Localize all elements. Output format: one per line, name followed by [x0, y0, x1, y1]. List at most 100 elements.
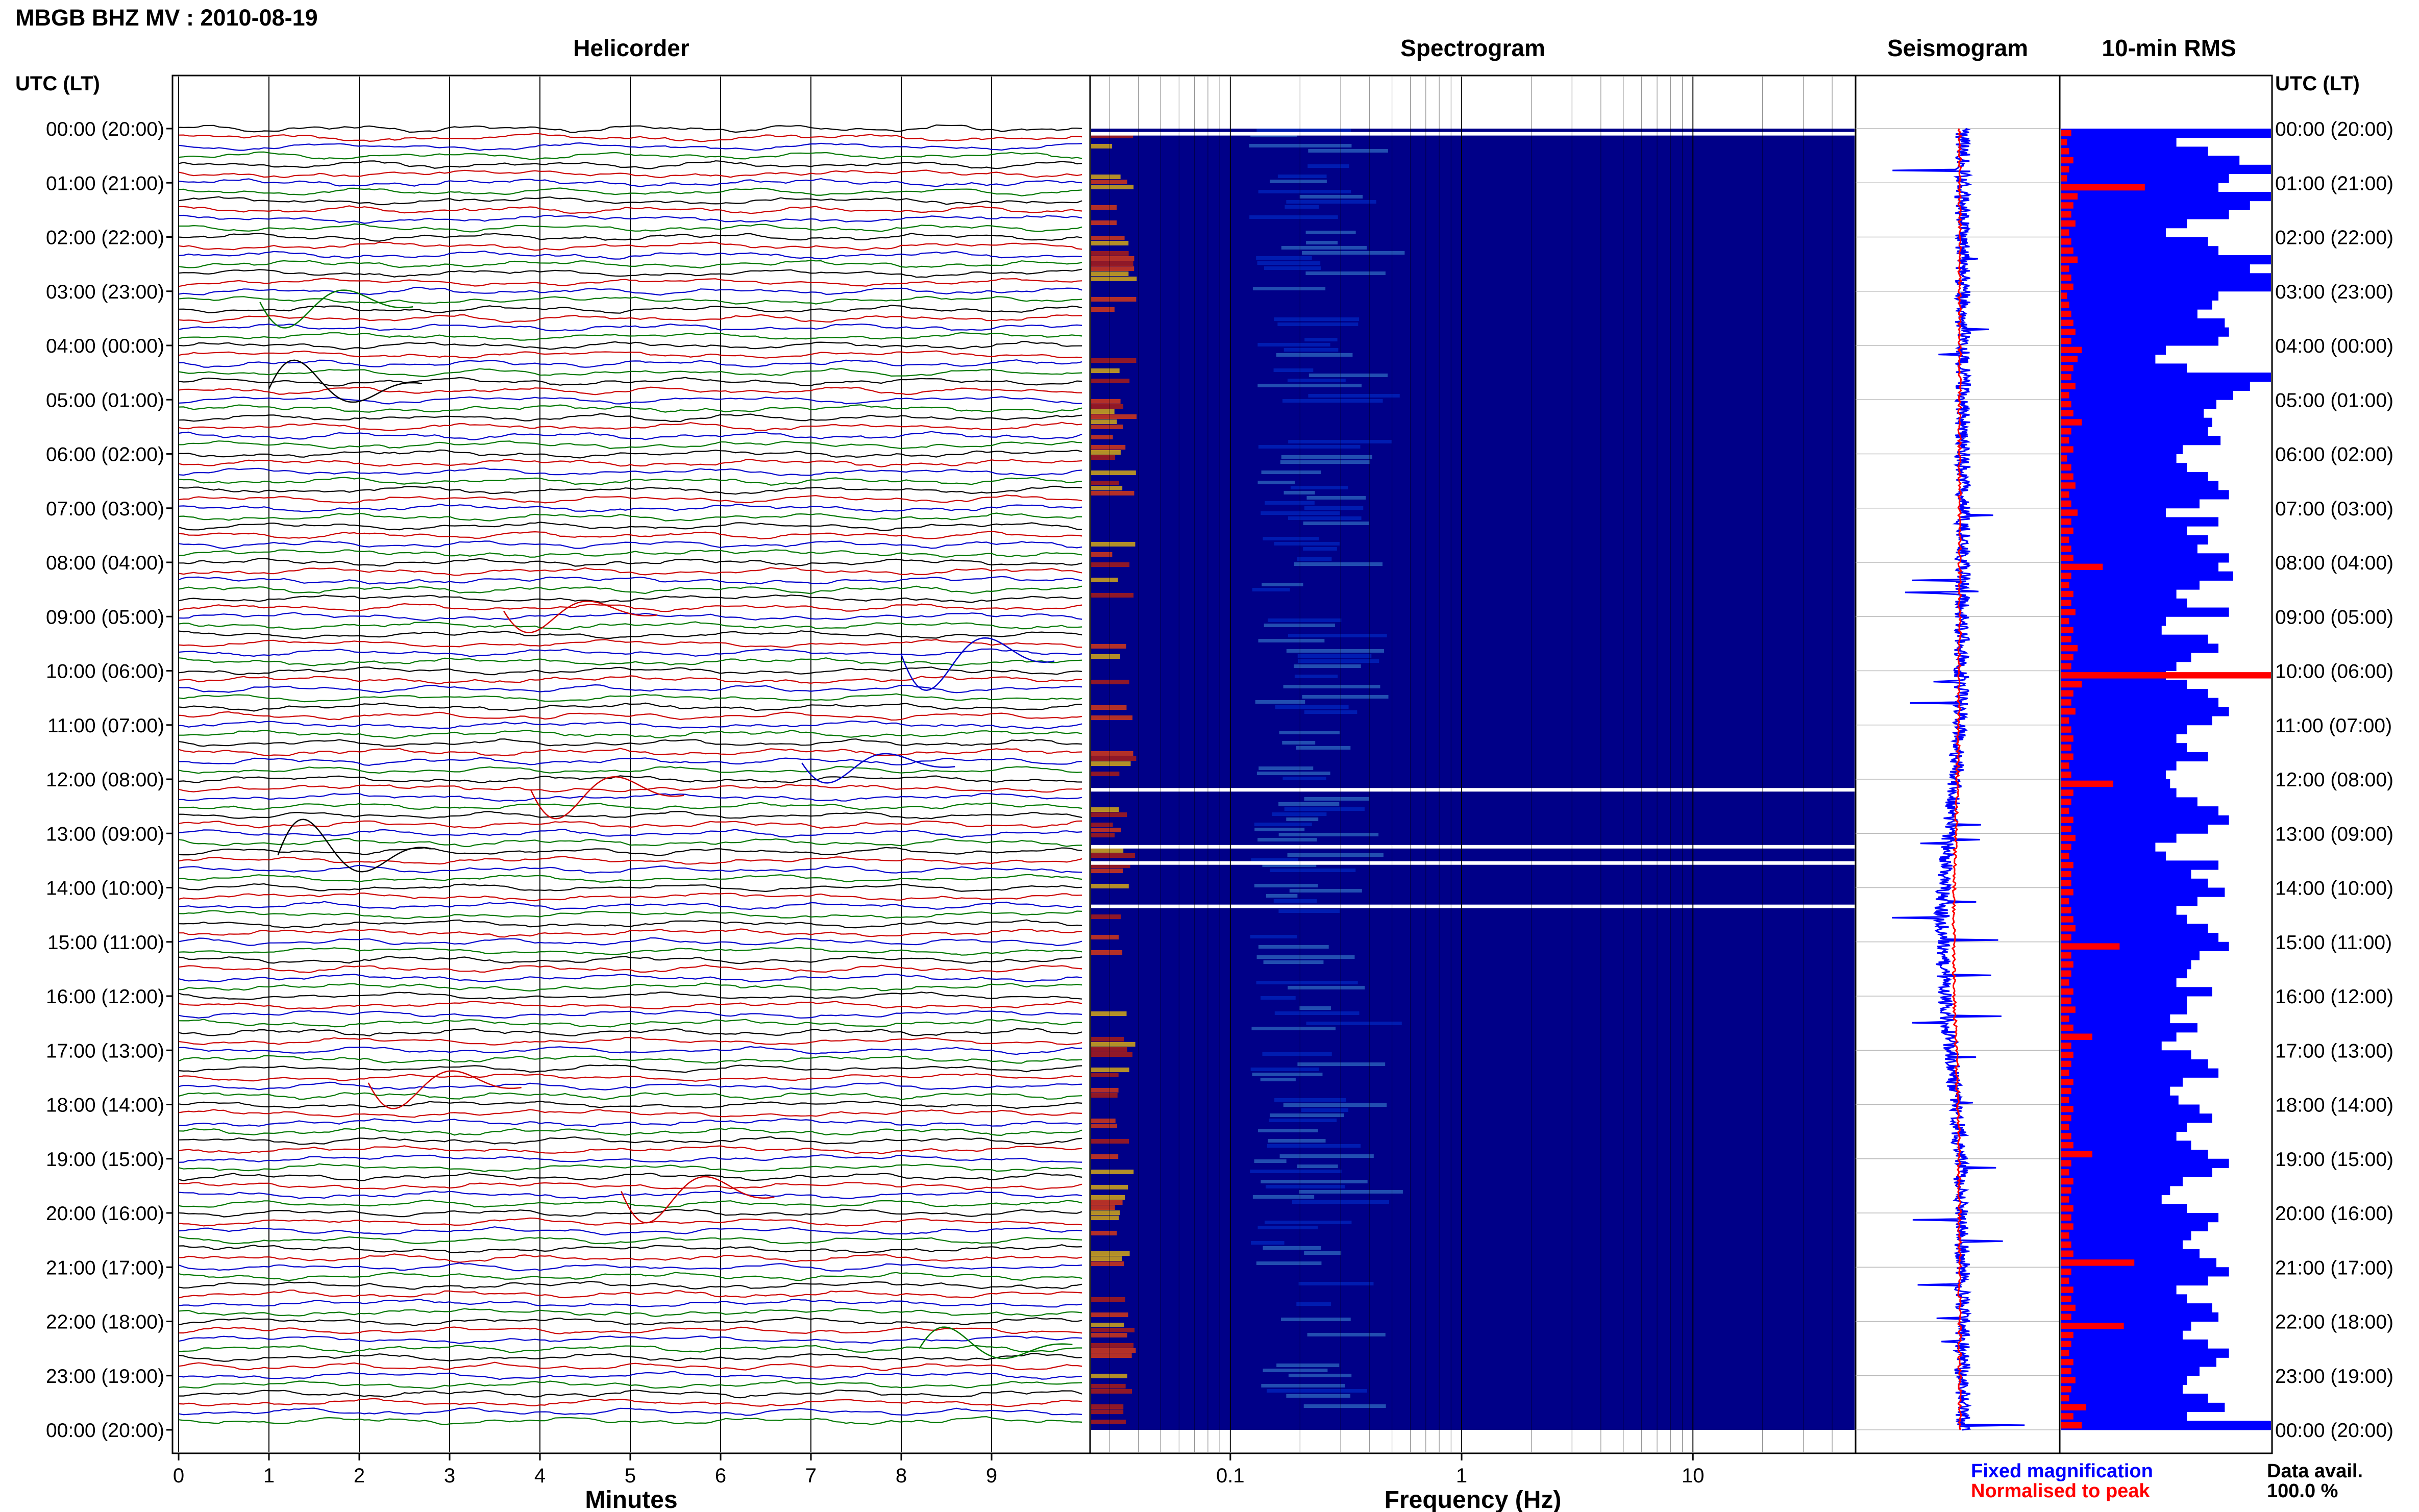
rms-bar-peak [2061, 627, 2074, 634]
spectrogram-speckle [1287, 853, 1384, 857]
helicorder-trace [178, 169, 1082, 179]
spectrogram-stripe [1091, 266, 1134, 271]
rms-bar-fixed [2061, 1204, 2187, 1213]
rms-bar-fixed [2061, 1104, 2200, 1114]
helicorder-trace [178, 1081, 1082, 1090]
spectrogram-speckle [1274, 1011, 1360, 1015]
frequency-tick-label: 0.1 [1216, 1465, 1245, 1487]
spectrogram-stripe [1091, 409, 1115, 414]
helicorder-event [900, 637, 1055, 691]
rms-bar-peak [2061, 600, 2071, 606]
rms-bar-fixed [2061, 1375, 2187, 1385]
spectrogram-stripe [1091, 445, 1126, 450]
spectrogram-speckle [1308, 149, 1388, 153]
helicorder-trace [178, 350, 1082, 359]
seismogram-panel [1855, 75, 2061, 1454]
rms-bar-fixed [2061, 282, 2271, 292]
helicorder-trace [178, 937, 1082, 947]
spectrogram-speckle [1305, 271, 1386, 275]
spectrogram-speckle [1267, 1144, 1361, 1148]
spectrogram-stripe [1091, 578, 1118, 582]
rms-bar-fixed [2061, 191, 2271, 202]
spectrogram-speckle [1286, 1394, 1351, 1398]
spectrogram-stripe [1091, 1231, 1117, 1235]
rms-bar-fixed [2061, 698, 2218, 707]
rms-bar-fixed [2061, 1357, 2216, 1367]
rms-bar-fixed [2061, 1122, 2187, 1132]
rms-bar-fixed [2061, 734, 2177, 743]
spectrogram-speckle [1279, 731, 1340, 734]
helicorder-trace [178, 1163, 1082, 1173]
spectrogram-speckle [1282, 777, 1326, 780]
rms-bar-fixed [2061, 806, 2218, 816]
spectrogram-speckle [1263, 960, 1324, 964]
spectrogram-speckle [1297, 1164, 1338, 1168]
spectrogram-stripe [1091, 1093, 1118, 1098]
spectrogram-stripe [1091, 761, 1131, 766]
spectrogram-stripe [1091, 1343, 1134, 1348]
time-label-right: 10:00 (06:00) [2275, 661, 2393, 683]
helicorder-trace [178, 440, 1082, 450]
rms-bar-fixed [2061, 571, 2233, 581]
helicorder-event [277, 819, 431, 873]
spectrogram-stripe [1091, 812, 1127, 817]
rms-bar-fixed [2061, 1023, 2198, 1033]
spectrogram-stripe [1091, 853, 1135, 858]
rms-bar-fixed [2061, 164, 2271, 175]
spectrogram-speckle [1288, 986, 1365, 989]
helicorder-trace [178, 1154, 1082, 1163]
rms-bar-peak [2061, 699, 2071, 706]
rms-bar-fixed [2061, 137, 2177, 147]
rms-bar-peak [2061, 1087, 2071, 1095]
helicorder-trace [178, 567, 1082, 576]
spectrogram-speckle [1274, 542, 1340, 546]
spectrogram-speckle [1255, 700, 1305, 704]
spectrogram-speckle [1251, 858, 1298, 862]
rms-bar-peak [2061, 1323, 2124, 1329]
spectrogram-speckle [1308, 394, 1400, 398]
rms-bar-peak [2061, 925, 2076, 932]
spectrogram-stripe [1091, 481, 1119, 485]
helicorder-trace [178, 449, 1082, 459]
rms-bar-peak [2061, 753, 2074, 760]
rms-bar-fixed [2061, 905, 2177, 915]
spectrogram-speckle [1254, 828, 1305, 831]
helicorder-trace [178, 1172, 1082, 1181]
helicorder-event [268, 359, 423, 403]
spectrogram-speckle [1297, 654, 1372, 658]
rms-bar-peak [2061, 274, 2071, 281]
spectrogram-speckle [1286, 817, 1319, 821]
spectrogram-speckle [1282, 741, 1316, 745]
spectrogram-stripe [1091, 1088, 1119, 1093]
rms-bar-fixed [2061, 309, 2198, 319]
time-label-left: 23:00 (19:00) [46, 1366, 164, 1387]
helicorder-trace [178, 1010, 1082, 1019]
helicorder-trace [178, 811, 1082, 820]
spectrogram-speckle [1249, 144, 1352, 147]
helicorder-trace [179, 928, 1082, 938]
rms-bar-fixed [2061, 752, 2208, 762]
spectrogram-stripe [1091, 1256, 1122, 1261]
spectrogram-stripe [1091, 1052, 1133, 1057]
helicorder-trace [178, 187, 1082, 196]
rms-bar-fixed [2061, 1141, 2191, 1150]
spectrogram-speckle [1273, 899, 1317, 903]
spectrogram-speckle [1309, 374, 1388, 377]
spectrogram-stripe [1091, 379, 1130, 383]
helicorder-trace [178, 1209, 1082, 1218]
rms-bar-peak [2061, 916, 2074, 923]
rms-bar-fixed [2061, 291, 2218, 301]
rms-bar-peak [2061, 283, 2074, 290]
helicorder-trace [179, 549, 1082, 558]
spectrogram-stripe [1091, 1205, 1115, 1210]
helicorder-trace [178, 1001, 1082, 1010]
time-label-left: 14:00 (10:00) [46, 878, 164, 900]
rms-bar-fixed [2061, 878, 2208, 888]
spectrogram-speckle [1256, 955, 1355, 959]
spectrogram-speckle [1301, 251, 1405, 255]
spectrogram-speckle [1252, 1195, 1315, 1199]
helicorder-trace [178, 1298, 1082, 1308]
helicorder-trace [178, 1046, 1082, 1055]
helicorder-trace [178, 1290, 1082, 1299]
